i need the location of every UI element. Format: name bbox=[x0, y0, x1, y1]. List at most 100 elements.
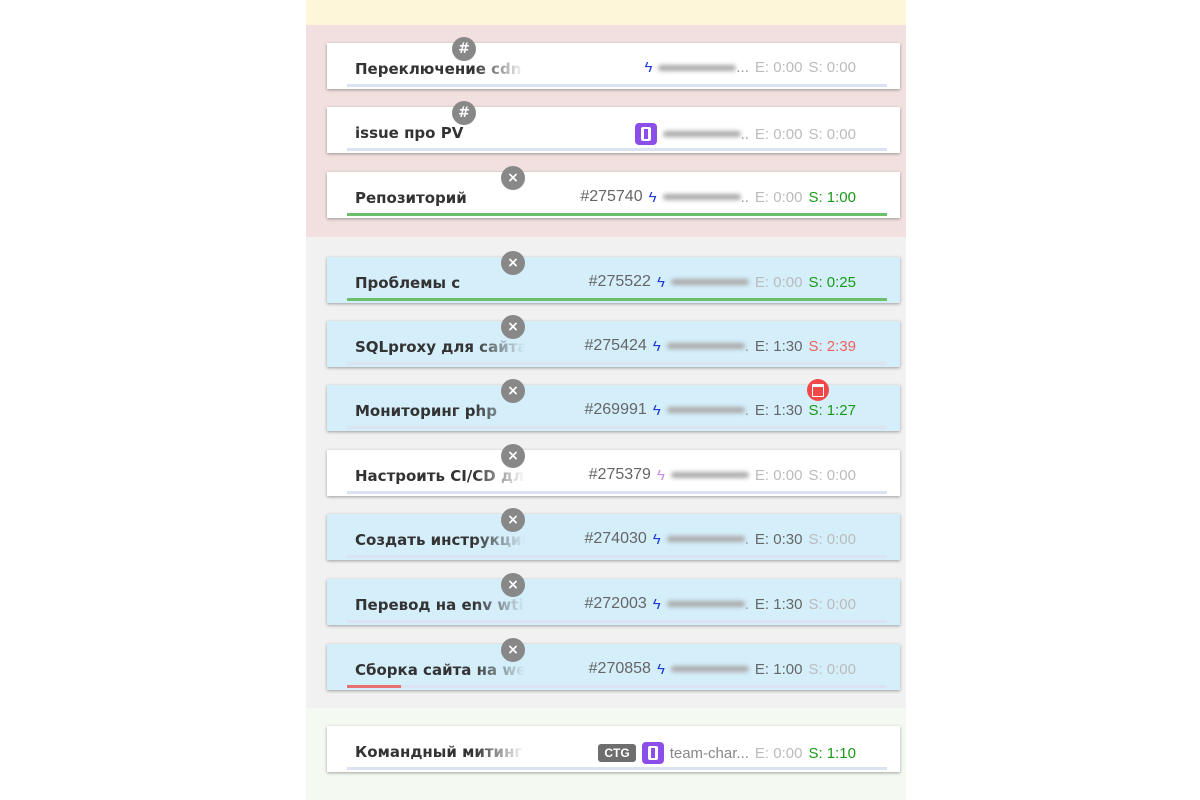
close-icon[interactable]: × bbox=[501, 315, 525, 339]
bolt-icon: ϟ bbox=[644, 59, 653, 76]
bolt-icon: ϟ bbox=[648, 188, 657, 206]
assignee-blurred bbox=[670, 666, 749, 672]
estimate: E: 1:30 bbox=[754, 337, 803, 355]
bolt-icon: ϟ bbox=[656, 466, 665, 484]
tie-icon bbox=[641, 742, 664, 764]
task-title[interactable]: Настроить CI/CD для bbox=[355, 467, 525, 485]
task-title[interactable]: Репозиторий bbox=[355, 189, 467, 207]
spent: S: 0:00 bbox=[808, 125, 856, 143]
task-title[interactable]: Сборка сайта на werf bbox=[355, 661, 525, 679]
task-title[interactable]: Создать инструкцию bbox=[355, 531, 525, 549]
progress-bar bbox=[347, 491, 887, 494]
close-icon[interactable]: × bbox=[501, 508, 525, 532]
progress-bar bbox=[347, 426, 887, 429]
spent: S: 1:27 bbox=[808, 401, 856, 419]
assignee-blurred bbox=[670, 279, 749, 285]
progress-fill bbox=[347, 213, 887, 216]
task-card[interactable]: × Создать инструкцию #274030 ϟ. E: 0:30 S: 0:… bbox=[327, 508, 900, 560]
task-number[interactable]: #275522 bbox=[588, 273, 651, 290]
close-icon[interactable]: × bbox=[501, 638, 525, 662]
task-card[interactable]: × Сборка сайта на werf #270858 ϟ E: 1:00 S: 0… bbox=[327, 638, 900, 690]
task-title[interactable]: Переключение cdn в bbox=[355, 60, 525, 78]
assignee-blurred bbox=[662, 194, 741, 200]
bolt-icon: ϟ bbox=[656, 273, 665, 291]
spent: S: 0:00 bbox=[808, 595, 856, 613]
bolt-icon: ϟ bbox=[652, 401, 661, 419]
progress-bar bbox=[347, 213, 887, 216]
assignee-blurred bbox=[666, 601, 745, 607]
close-icon[interactable]: × bbox=[501, 166, 525, 190]
spent: S: 1:10 bbox=[808, 744, 856, 762]
spent: S: 0:00 bbox=[808, 466, 856, 484]
assignee-ellipsis: . bbox=[744, 401, 749, 419]
task-title[interactable]: Мониторинг php bbox=[355, 402, 497, 420]
assignee-blurred bbox=[666, 343, 745, 349]
estimate: E: 0:00 bbox=[754, 273, 803, 291]
task-number[interactable]: #272003 bbox=[584, 595, 647, 612]
calendar-icon[interactable] bbox=[807, 379, 829, 401]
bolt-icon: ϟ bbox=[652, 595, 661, 613]
estimate: E: 0:00 bbox=[754, 188, 803, 206]
task-number[interactable]: #269991 bbox=[584, 401, 647, 418]
task-card[interactable]: # issue про PV.. E: 0:00 S: 0:00 bbox=[327, 101, 900, 153]
task-title[interactable]: Проблемы с bbox=[355, 274, 461, 292]
task-title[interactable]: issue про PV bbox=[355, 124, 464, 142]
task-card[interactable]: × Перевод на env wtis #272003 ϟ. E: 1:30 S: 0… bbox=[327, 573, 900, 625]
estimate: E: 1:30 bbox=[754, 401, 803, 419]
estimate: E: 1:00 bbox=[754, 660, 803, 678]
close-icon[interactable]: × bbox=[501, 573, 525, 597]
estimate: E: 0:00 bbox=[754, 59, 803, 76]
task-card[interactable]: × SQLproxy для сайта #275424 ϟ. E: 1:30 S: 2:… bbox=[327, 315, 900, 367]
task-title[interactable]: Командный митинг bbox=[355, 743, 523, 761]
progress-bar bbox=[347, 555, 887, 558]
progress-fill bbox=[347, 298, 887, 301]
spent: S: 0:00 bbox=[808, 530, 856, 548]
task-number[interactable]: #275740 bbox=[580, 188, 643, 205]
spent: S: 0:00 bbox=[808, 59, 856, 76]
task-number[interactable]: #274030 bbox=[584, 530, 647, 547]
assignee-ellipsis: .. bbox=[740, 188, 749, 206]
assignee-blurred bbox=[662, 131, 741, 137]
task-number[interactable]: #270858 bbox=[588, 660, 651, 677]
estimate: E: 0:00 bbox=[754, 125, 803, 143]
progress-bar bbox=[347, 685, 887, 688]
hash-icon[interactable]: # bbox=[452, 37, 476, 61]
task-card[interactable]: × Мониторинг php #269991 ϟ. E: 1:30 S: 1:27 bbox=[327, 379, 900, 431]
task-title[interactable]: SQLproxy для сайта bbox=[355, 338, 525, 356]
progress-bar bbox=[347, 298, 887, 301]
spent: S: 1:00 bbox=[808, 188, 856, 206]
progress-bar bbox=[347, 620, 887, 623]
estimate: E: 0:00 bbox=[754, 466, 803, 484]
task-title[interactable]: Перевод на env wtis bbox=[355, 596, 525, 614]
section-yellow bbox=[306, 0, 906, 25]
bolt-icon: ϟ bbox=[656, 660, 665, 678]
spent: S: 0:25 bbox=[808, 273, 856, 291]
assignee-ellipsis: . bbox=[744, 337, 749, 355]
task-card[interactable]: × Репозиторий #275740 ϟ.. E: 0:00 S: 1:00 bbox=[327, 166, 900, 218]
task-card[interactable]: Командный митинг CTG team-char... E: 0:00 S:… bbox=[327, 726, 900, 772]
progress-bar bbox=[347, 148, 887, 151]
assignee-blurred bbox=[658, 64, 737, 71]
assignee-blurred bbox=[666, 407, 745, 413]
task-card[interactable]: × Проблемы с #275522 ϟ E: 0:00 S: 0:25 bbox=[327, 251, 900, 303]
tag-badge: CTG bbox=[598, 744, 636, 762]
progress-bar bbox=[347, 767, 887, 770]
task-card[interactable]: # Переключение cdn в ϟ... E: 0:00 S: 0:00 bbox=[327, 37, 900, 89]
bolt-icon: ϟ bbox=[652, 337, 661, 355]
task-card[interactable]: × Настроить CI/CD для #275379 ϟ E: 0:00 S: 0:… bbox=[327, 444, 900, 496]
assignee-blurred bbox=[670, 472, 749, 478]
task-number[interactable]: #275424 bbox=[584, 337, 647, 354]
close-icon[interactable]: × bbox=[501, 444, 525, 468]
task-number[interactable]: #275379 bbox=[588, 466, 651, 483]
close-icon[interactable]: × bbox=[501, 251, 525, 275]
assignee-ellipsis: .. bbox=[740, 125, 749, 143]
spent: S: 2:39 bbox=[808, 337, 856, 355]
assignee-ellipsis: ... bbox=[736, 59, 749, 76]
estimate: E: 0:00 bbox=[754, 744, 803, 762]
bolt-icon: ϟ bbox=[652, 530, 661, 548]
assignee: team-char... bbox=[669, 744, 749, 762]
assignee-ellipsis: . bbox=[744, 530, 749, 548]
spent: S: 0:00 bbox=[808, 660, 856, 678]
close-icon[interactable]: × bbox=[501, 379, 525, 403]
hash-icon[interactable]: # bbox=[452, 101, 476, 125]
